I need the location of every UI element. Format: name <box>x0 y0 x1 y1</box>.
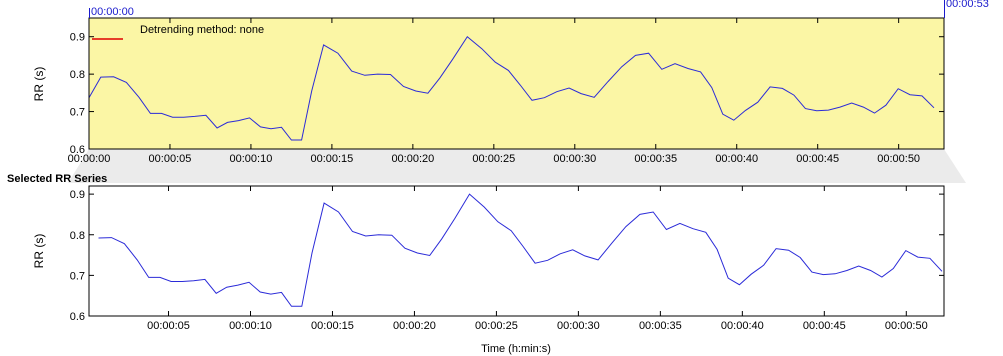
bottom-x-tick-label: 00:00:50 <box>885 320 928 332</box>
top-plot-frame <box>88 17 945 150</box>
bottom-x-axis-label: Time (h:min:s) <box>481 343 551 355</box>
top-x-tick-label: 00:00:50 <box>877 153 920 165</box>
top-x-tick-label: 00:00:20 <box>391 153 434 165</box>
bottom-x-tick-label: 00:00:30 <box>557 320 600 332</box>
bottom-x-tick-label: 00:00:25 <box>475 320 518 332</box>
legend-text: Detrending method: none <box>140 24 264 36</box>
top-y-tick-label: 0.9 <box>70 32 85 44</box>
bottom-x-tick-label: 00:00:05 <box>147 320 190 332</box>
top-y-tick-label: 0.8 <box>70 69 85 81</box>
top-y-tick-label: 0.7 <box>70 107 85 119</box>
top-x-tick-label: 00:00:40 <box>715 153 758 165</box>
bottom-y-tick-label: 0.7 <box>70 270 85 282</box>
bottom-x-tick-label: 00:00:40 <box>721 320 764 332</box>
top-y-ticks: 0.6 0.7 0.8 0.9 <box>70 32 944 156</box>
bottom-chart-title: Selected RR Series <box>7 173 107 185</box>
top-rr-series-line <box>88 35 935 141</box>
top-x-tick-label: 00:00:35 <box>634 153 677 165</box>
bottom-y-ticks: 0.6 0.7 0.8 0.9 <box>70 189 944 323</box>
bottom-x-ticks: 00:00:05 00:00:10 00:00:15 00:00:20 00:00:25… <box>147 186 928 332</box>
bottom-x-tick-label: 00:00:10 <box>229 320 272 332</box>
end-marker-label[interactable]: 00:00:53 <box>946 0 989 10</box>
bottom-x-tick-label: 00:00:35 <box>639 320 682 332</box>
bottom-y-tick-label: 0.6 <box>70 311 85 323</box>
bottom-x-tick-label: 00:00:20 <box>393 320 436 332</box>
top-x-tick-label: 00:00:15 <box>310 153 353 165</box>
top-x-ticks: 00:00:00 00:00:05 00:00:10 00:00:15 00:00:20… <box>68 18 920 165</box>
start-marker-label[interactable]: 00:00:00 <box>91 6 134 18</box>
zoom-connector <box>68 149 966 183</box>
bottom-y-tick-label: 0.9 <box>70 189 85 201</box>
top-x-tick-label: 00:00:30 <box>553 153 596 165</box>
top-x-tick-label: 00:00:05 <box>149 153 192 165</box>
top-x-tick-label: 00:00:10 <box>230 153 273 165</box>
top-x-tick-label: 00:00:45 <box>796 153 839 165</box>
top-y-axis-label: RR (s) <box>32 67 46 102</box>
top-y-tick-label: 0.6 <box>70 144 85 156</box>
top-x-tick-label: 00:00:00 <box>68 153 111 165</box>
bottom-y-axis-label: RR (s) <box>32 234 46 269</box>
bottom-x-tick-label: 00:00:45 <box>803 320 846 332</box>
bottom-rr-series-line <box>98 193 943 307</box>
top-x-tick-label: 00:00:25 <box>472 153 515 165</box>
top-plot-area[interactable] <box>89 18 944 149</box>
bottom-y-tick-label: 0.8 <box>70 230 85 242</box>
bottom-plot-frame <box>88 185 945 317</box>
bottom-x-tick-label: 00:00:15 <box>311 320 354 332</box>
